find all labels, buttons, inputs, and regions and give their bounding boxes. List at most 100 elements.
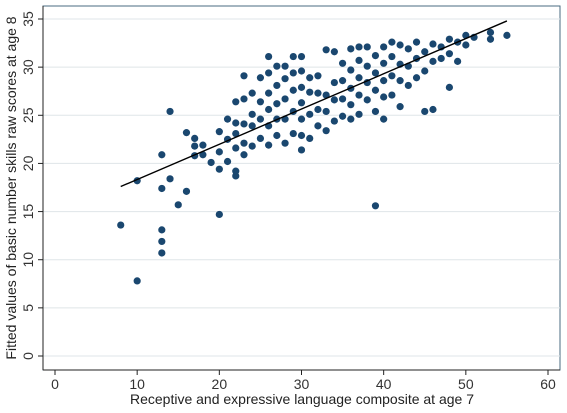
x-tick-label: 10 [129,376,145,392]
data-point [445,35,453,43]
data-point [330,96,338,104]
data-point [248,89,256,97]
data-point [355,74,363,82]
data-point [223,115,232,123]
data-point [174,201,182,209]
data-point [289,86,297,94]
x-axis-title: Receptive and expressive language compos… [130,391,474,407]
data-point [454,57,462,65]
data-point [232,98,240,106]
data-point [380,43,388,51]
x-tick-label: 0 [51,376,59,392]
data-point [445,83,453,91]
data-point [232,119,240,127]
data-point [380,59,388,67]
data-point [421,107,429,116]
data-point [306,134,314,142]
data-point [338,95,347,103]
data-point [404,81,412,90]
data-point [503,31,511,39]
data-point [297,146,306,154]
data-point [330,78,338,87]
data-point [289,52,297,61]
y-tick-label: 35 [20,11,36,27]
data-point [191,134,199,142]
data-point [289,69,297,77]
data-point [371,107,380,116]
data-point [166,107,174,116]
data-point [363,43,371,51]
data-point [248,110,256,118]
y-tick-label: 5 [20,304,36,312]
y-axis-title: Fitted values of basic number skills raw… [3,16,19,359]
data-point [380,93,388,101]
data-point [380,77,388,85]
data-point [232,129,240,138]
data-point [281,95,289,103]
x-tick-label: 60 [540,376,556,392]
data-point [223,157,232,166]
data-point [429,57,437,65]
data-point [191,142,199,150]
x-tick-label: 30 [294,376,310,392]
data-point [297,99,306,107]
data-point [429,40,437,48]
data-point [281,62,289,70]
data-point [248,142,256,150]
y-tick-label: 25 [20,107,36,123]
data-point [297,131,306,140]
data-point [215,165,223,173]
data-point [355,43,363,51]
data-point [256,74,265,82]
data-point [265,141,273,149]
data-point [158,151,166,159]
data-point [445,50,453,58]
ticks: 0 5 10 15 20 25 30 35 0 10 20 30 40 50 60 [20,11,556,392]
data-point [404,45,412,53]
y-tick-label: 20 [20,155,36,171]
fit-line-layer [120,20,508,188]
data-point [363,96,371,104]
data-point [297,52,306,61]
y-tick-label: 10 [20,252,36,268]
data-point [486,28,495,37]
data-point [297,83,306,91]
data-point [256,98,265,106]
data-point [396,41,404,49]
data-point [314,105,322,114]
data-point [281,139,289,147]
data-point [265,89,273,97]
data-point [158,184,166,193]
data-point [371,51,380,60]
data-point [232,144,240,152]
data-point [347,66,355,74]
data-point [371,202,380,210]
grid-lines [43,18,560,357]
data-point [486,35,495,43]
data-point [240,151,248,159]
data-point [306,74,314,82]
data-point [297,115,306,123]
data-point [306,110,314,118]
data-point [133,277,141,285]
data-point [273,100,281,108]
data-point [182,129,191,137]
data-point [166,175,174,183]
data-point [314,89,322,97]
data-point [240,95,248,103]
data-point [240,120,248,128]
data-point [306,88,314,96]
x-tick-label: 20 [212,376,228,392]
x-tick-label: 40 [376,376,392,392]
data-point [199,151,207,159]
data-point [429,105,437,114]
data-point [338,59,347,67]
data-point [412,38,421,46]
data-point [256,115,265,123]
data-point [273,81,281,90]
data-point [240,72,248,80]
data-point [240,139,248,147]
y-tick-label: 30 [20,59,36,75]
data-point [297,67,306,75]
data-point [322,107,330,116]
